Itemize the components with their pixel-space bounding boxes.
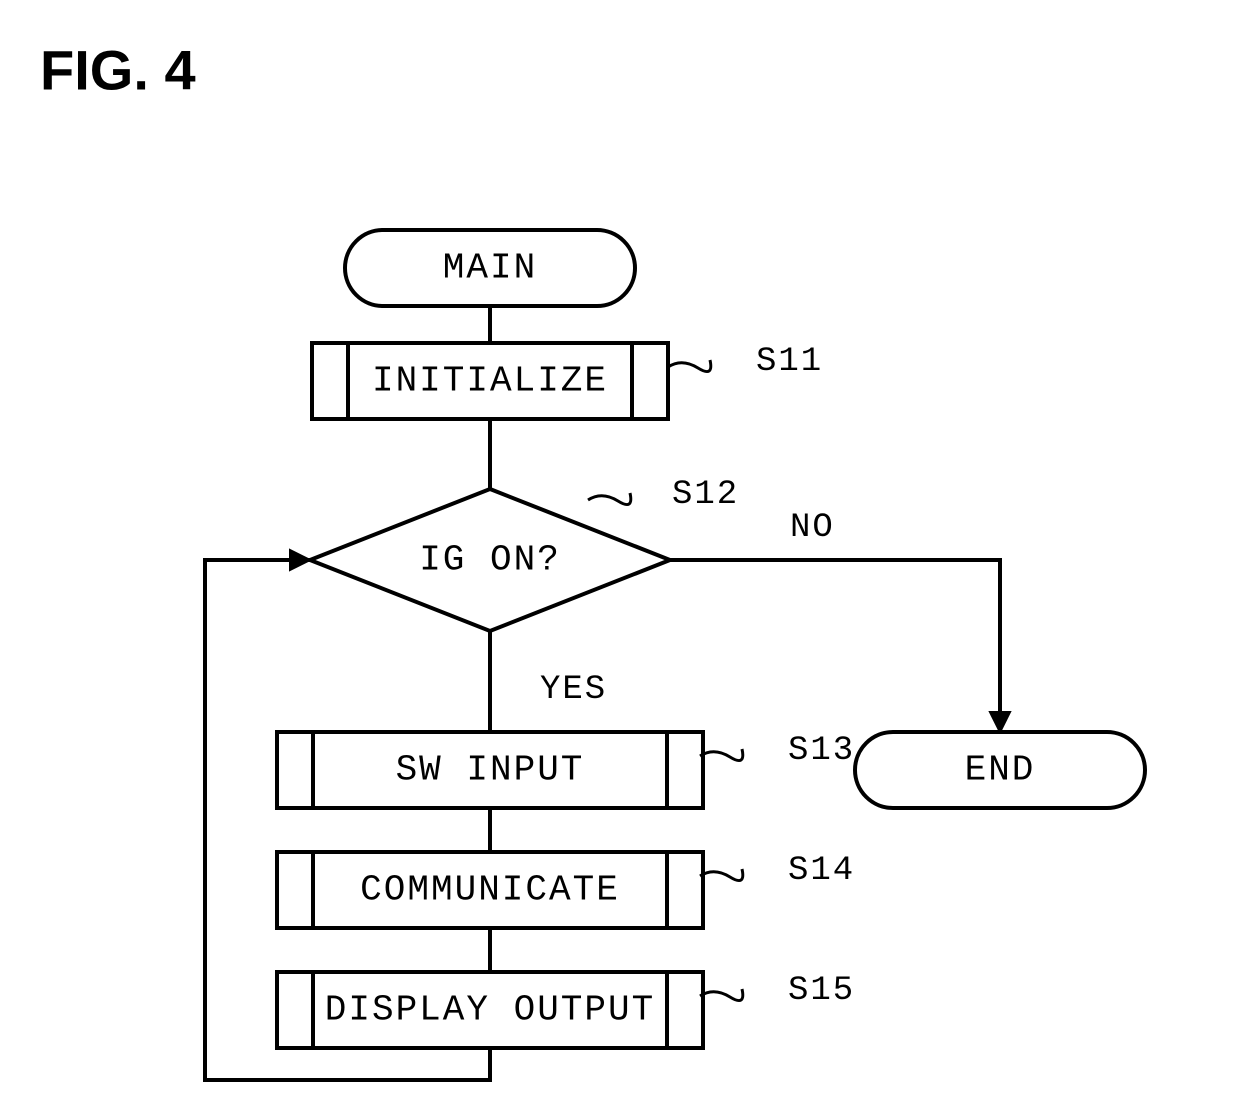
step-label-s12: S12	[672, 476, 739, 514]
edge-label-yes: YES	[540, 671, 607, 709]
node-s15-label: DISPLAY OUTPUT	[325, 990, 655, 1031]
step-connector-s12	[588, 493, 631, 505]
node-s14-label: COMMUNICATE	[360, 870, 620, 911]
step-label-s14: S14	[788, 852, 855, 890]
step-label-s15: S15	[788, 972, 855, 1010]
node-s12-label: IG ON?	[419, 540, 561, 581]
step-label-s11: S11	[756, 343, 823, 381]
step-connector-s13	[700, 749, 743, 761]
step-label-s13: S13	[788, 732, 855, 770]
step-connector-s11	[668, 360, 711, 372]
node-end-label: END	[965, 750, 1036, 791]
step-connector-s14	[700, 869, 743, 881]
edge-label-no: NO	[790, 509, 835, 547]
node-s13-label: SW INPUT	[396, 750, 585, 791]
step-connector-s15	[700, 989, 743, 1001]
figure-title: FIG. 4	[40, 39, 196, 102]
node-main-label: MAIN	[443, 248, 537, 289]
node-s11-label: INITIALIZE	[372, 361, 608, 402]
edge-s12-end	[670, 560, 1000, 732]
